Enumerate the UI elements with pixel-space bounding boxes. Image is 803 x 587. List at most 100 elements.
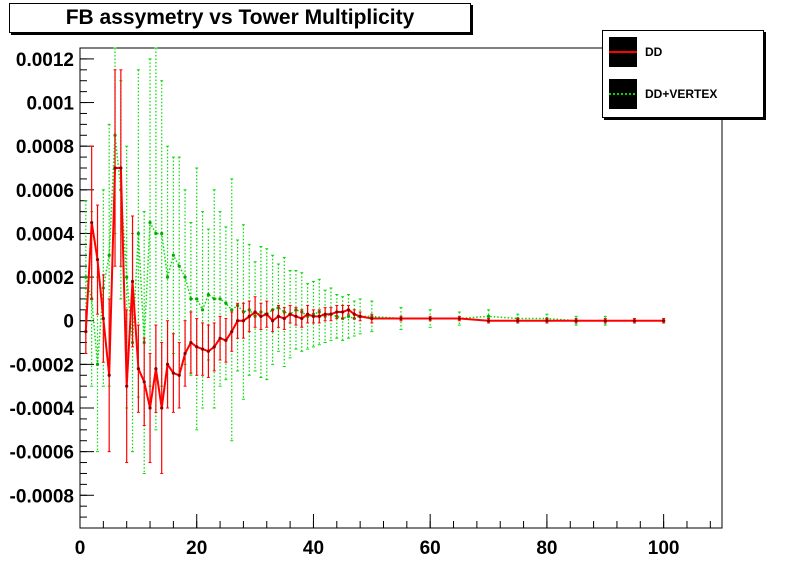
y-tick-label: 0.0012 xyxy=(16,50,74,71)
data-point xyxy=(335,310,339,314)
data-point xyxy=(195,345,199,349)
data-point xyxy=(95,362,100,366)
data-point xyxy=(160,406,164,410)
data-point xyxy=(370,316,374,321)
data-point xyxy=(148,220,152,225)
y-tick-label: 0.001 xyxy=(26,94,74,115)
series-dd xyxy=(84,69,666,474)
data-point xyxy=(154,231,158,236)
data-point xyxy=(142,380,146,384)
data-point xyxy=(148,406,152,410)
data-point xyxy=(265,312,269,316)
data-point xyxy=(218,297,222,301)
data-point xyxy=(165,362,170,366)
data-point xyxy=(288,312,292,316)
data-point xyxy=(247,314,251,318)
data-point xyxy=(218,336,222,340)
data-point xyxy=(200,308,205,312)
chart-title: FB assymetry vs Tower Multiplicity xyxy=(9,3,471,33)
y-tick-label: 0.0006 xyxy=(16,181,74,202)
data-point xyxy=(154,367,158,371)
data-point xyxy=(206,292,210,297)
data-point xyxy=(282,316,286,321)
x-tick-label: 0 xyxy=(75,538,86,559)
data-point xyxy=(486,319,491,323)
data-point xyxy=(136,231,140,236)
data-point xyxy=(160,231,164,236)
y-tick-label: 0.0008 xyxy=(16,137,74,158)
data-point xyxy=(545,319,549,323)
data-point xyxy=(136,367,140,371)
y-tick-label: 0.0004 xyxy=(16,224,75,245)
data-point xyxy=(346,314,351,318)
data-point xyxy=(224,301,228,305)
data-point xyxy=(200,347,205,351)
data-point xyxy=(329,312,333,316)
data-point xyxy=(358,314,362,318)
data-point xyxy=(311,314,316,318)
data-point xyxy=(516,319,520,323)
data-point xyxy=(165,275,170,279)
y-tick-label: -0.0006 xyxy=(10,443,74,464)
data-point xyxy=(317,314,321,318)
legend-label-dd-vertex: DD+VERTEX xyxy=(645,87,718,101)
data-point xyxy=(230,330,234,334)
data-point xyxy=(603,319,607,323)
data-point xyxy=(125,384,129,388)
data-point xyxy=(323,312,327,316)
x-tick-label: 80 xyxy=(536,538,557,559)
series-dd-vertex xyxy=(84,47,666,474)
data-point xyxy=(171,371,175,375)
data-point xyxy=(259,314,263,318)
y-tick-label: -0.0008 xyxy=(10,486,74,507)
data-point xyxy=(119,166,123,170)
data-point xyxy=(177,373,181,377)
y-tick-label: 0.0002 xyxy=(16,268,74,289)
series-line xyxy=(85,135,664,365)
legend: DD DD+VERTEX xyxy=(602,30,764,118)
data-point xyxy=(352,312,356,316)
data-point xyxy=(276,314,281,318)
data-point xyxy=(107,253,111,257)
data-point xyxy=(84,275,88,279)
data-point xyxy=(230,308,234,312)
data-point xyxy=(177,264,181,268)
legend-line-dd-vertex xyxy=(609,93,637,95)
axes-layer: 0 20 40 60 80 100 -0.0008 -0.0006 -0.0004 -0.0002… xyxy=(10,50,711,559)
y-tick-label: -0.0002 xyxy=(10,355,74,376)
data-point xyxy=(486,314,491,318)
data-point xyxy=(212,345,216,349)
data-point xyxy=(241,319,246,323)
legend-entry-dd-vertex: DD+VERTEX xyxy=(609,79,759,109)
data-point xyxy=(183,351,187,356)
data-point xyxy=(101,316,105,321)
data-point xyxy=(294,314,298,318)
data-point xyxy=(195,297,199,301)
data-point xyxy=(183,275,187,279)
data-point xyxy=(125,275,129,279)
data-point xyxy=(271,319,275,323)
data-point xyxy=(428,316,432,321)
data-point xyxy=(84,330,88,334)
data-point xyxy=(574,319,578,323)
x-tick-label: 20 xyxy=(186,538,207,559)
legend-line-dd xyxy=(609,51,637,53)
data-point xyxy=(113,166,117,170)
data-point xyxy=(90,220,94,225)
legend-entry-dd: DD xyxy=(609,37,759,67)
data-point xyxy=(224,338,228,342)
y-tick-label: 0 xyxy=(63,312,74,333)
x-tick-label: 60 xyxy=(420,538,441,559)
data-point xyxy=(399,316,403,321)
data-point xyxy=(206,349,210,353)
x-tick-label: 100 xyxy=(648,538,680,559)
data-point xyxy=(189,297,193,301)
data-point xyxy=(457,316,461,321)
series-layer xyxy=(84,47,666,474)
legend-label-dd: DD xyxy=(645,45,663,59)
data-point xyxy=(171,253,175,257)
data-point xyxy=(212,297,216,301)
data-point xyxy=(300,316,304,321)
data-point xyxy=(632,319,637,323)
